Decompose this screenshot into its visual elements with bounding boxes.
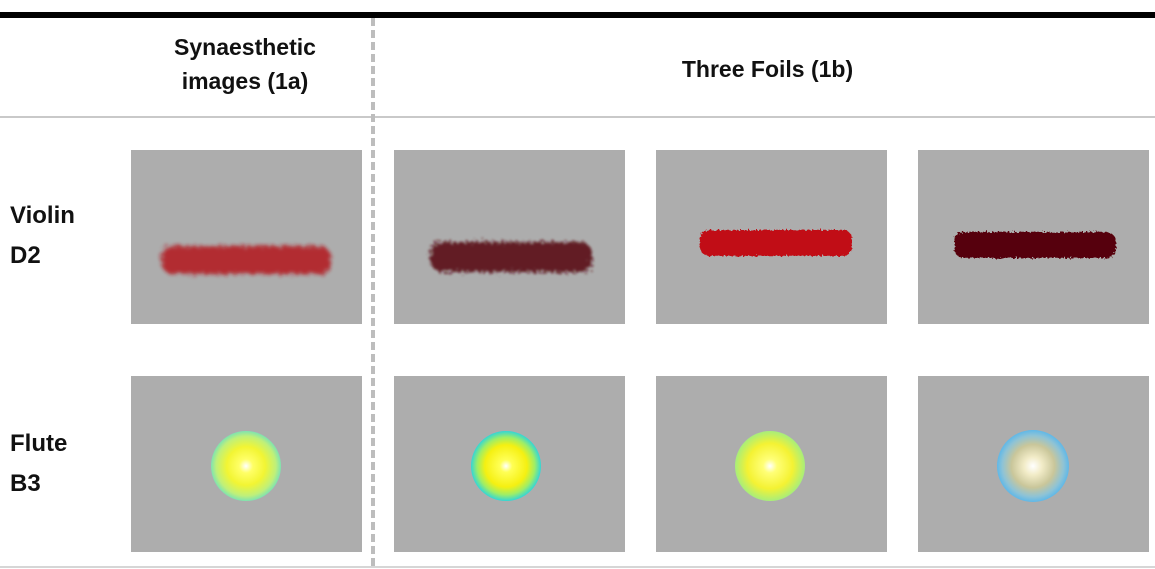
- flute-foil-3: [918, 376, 1149, 552]
- flute-synaesthetic-image: [131, 376, 362, 552]
- stroke-shape: [161, 246, 331, 274]
- dashed-divider: [371, 18, 375, 566]
- stroke-shape: [954, 232, 1116, 258]
- row-label-violin: Violin D2: [10, 196, 110, 276]
- glowing-circle-image: [997, 430, 1069, 502]
- circle-shape: [997, 430, 1069, 502]
- row-label-instrument: Flute: [10, 430, 68, 457]
- violin-foil-2: [656, 150, 887, 324]
- row-label-flute: Flute B3: [10, 424, 110, 504]
- glowing-circle-image: [471, 431, 541, 501]
- circle-shape: [211, 431, 281, 501]
- solid-stroke-image: [700, 230, 852, 256]
- row-label-note: B3: [10, 470, 41, 497]
- stroke-shape: [430, 242, 592, 272]
- bottom-rule: [0, 566, 1155, 568]
- violin-synaesthetic-image: [131, 150, 362, 324]
- circle-shape: [735, 431, 805, 501]
- stroke-shape: [700, 230, 852, 256]
- flute-foil-2: [656, 376, 887, 552]
- row-label-instrument: Violin: [10, 202, 75, 229]
- solid-stroke-image: [954, 232, 1116, 258]
- top-rule: [0, 12, 1155, 18]
- violin-foil-3: [918, 150, 1149, 324]
- violin-foil-1: [394, 150, 625, 324]
- circle-shape: [471, 431, 541, 501]
- glowing-circle-image: [735, 431, 805, 501]
- fuzzy-stroke-image: [161, 246, 331, 274]
- header-rule: [0, 116, 1155, 118]
- header-three-foils: Three Foils (1b): [681, 56, 854, 82]
- flute-foil-1: [394, 376, 625, 552]
- header-synaesthetic-images: Synaesthetic images (1a): [174, 34, 316, 94]
- row-label-note: D2: [10, 242, 41, 269]
- fuzzy-stroke-image: [430, 242, 592, 272]
- glowing-circle-image: [211, 431, 281, 501]
